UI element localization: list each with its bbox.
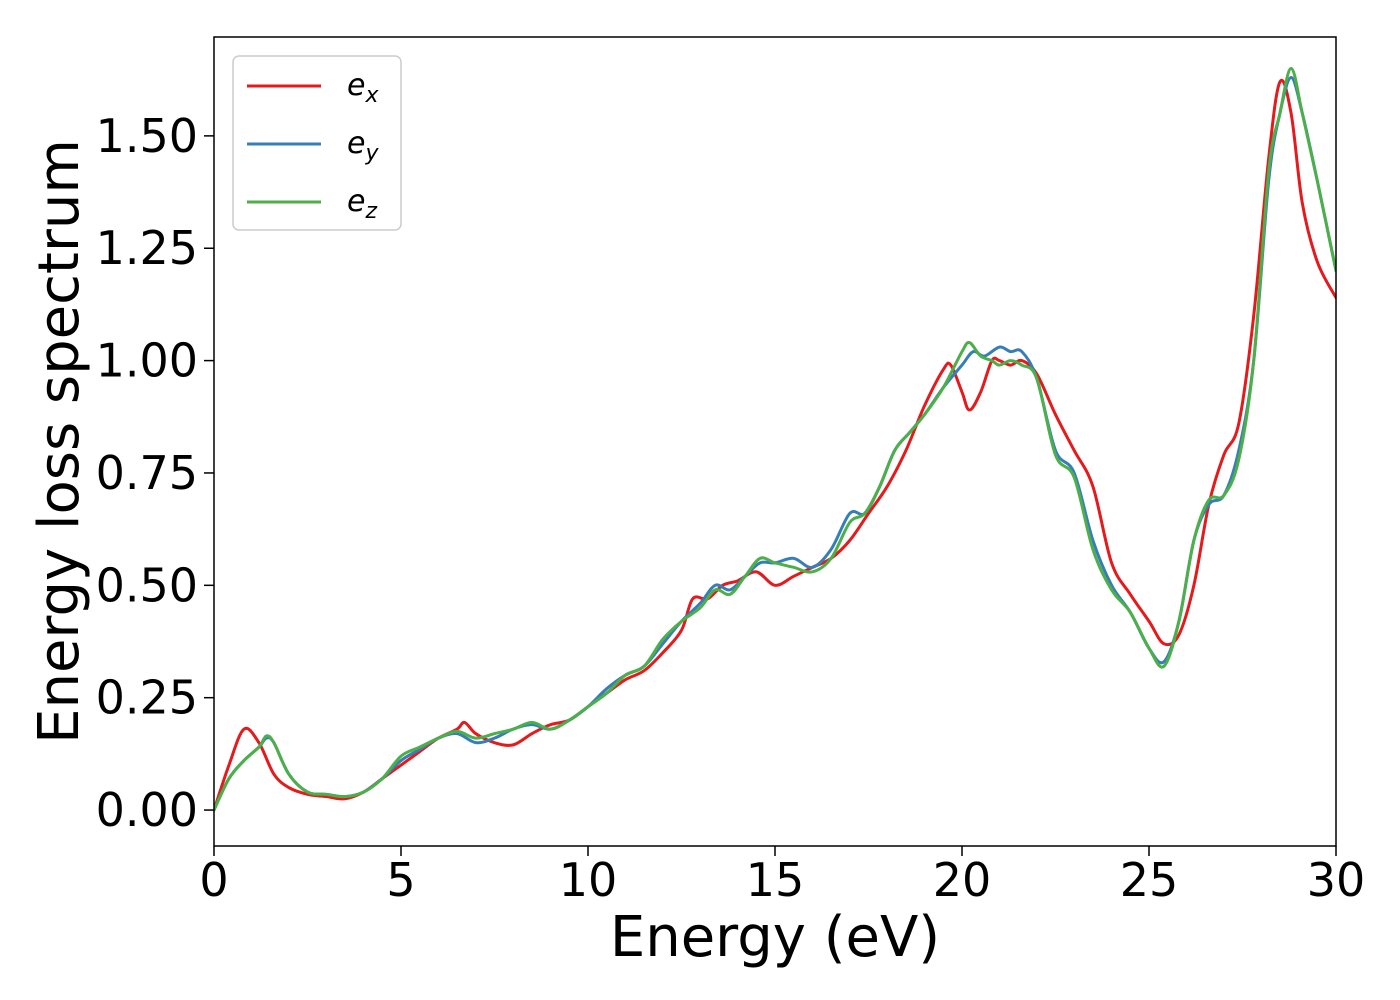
series-layer — [214, 66, 1336, 812]
y-tick-label: 0.75 — [96, 446, 198, 500]
legend: ex ey ez — [232, 55, 402, 231]
legend-label-ey: ey — [347, 126, 379, 166]
x-tick-label: 10 — [559, 853, 618, 907]
y-tick-label: 1.50 — [96, 109, 198, 163]
y-axis-label: Energy loss spectrum — [27, 139, 92, 744]
series-line-ez — [214, 66, 1336, 812]
series-line-ex — [214, 78, 1336, 812]
y-tick-label: 0.00 — [96, 783, 198, 837]
x-tick-label: 25 — [1120, 853, 1179, 907]
x-tick-label: 15 — [746, 853, 805, 907]
y-axis: 0.00 0.25 0.50 0.75 1.00 1.25 1.50 — [96, 109, 214, 837]
legend-label-ex: ex — [347, 68, 379, 108]
x-tick-label: 5 — [386, 853, 415, 907]
y-tick-label: 0.50 — [96, 558, 198, 612]
y-tick-label: 1.00 — [96, 334, 198, 388]
legend-label-ez: ez — [347, 184, 377, 224]
y-tick-label: 1.25 — [96, 221, 198, 275]
x-tick-label: 20 — [933, 853, 992, 907]
x-axis: 0 5 10 15 20 25 30 — [199, 846, 1365, 907]
x-tick-label: 0 — [199, 853, 228, 907]
x-axis-label: Energy (eV) — [610, 905, 940, 970]
x-tick-label: 30 — [1307, 853, 1366, 907]
y-tick-label: 0.25 — [96, 671, 198, 725]
